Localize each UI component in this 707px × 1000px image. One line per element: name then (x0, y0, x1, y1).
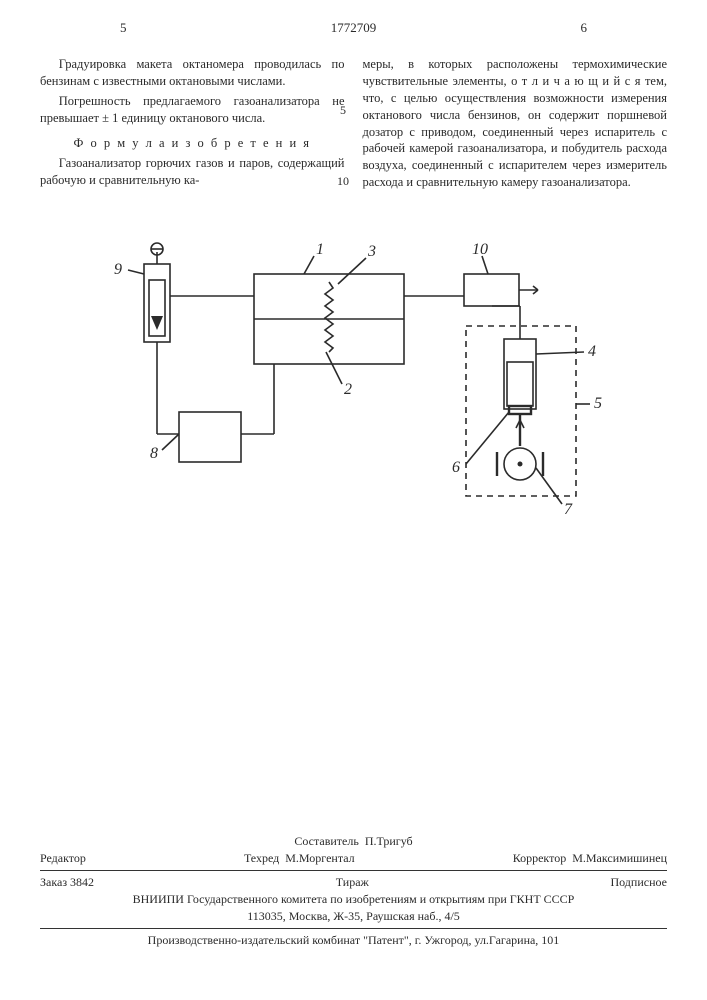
label-9: 9 (114, 261, 122, 278)
tirazh-label: Тираж (336, 875, 369, 890)
piston-plate (509, 406, 531, 414)
composer-label: Составитель (294, 834, 358, 848)
piston-inner (507, 362, 533, 406)
sensor-zigzag (325, 282, 333, 352)
page-number-left: 5 (120, 20, 127, 36)
divider (40, 928, 667, 929)
leader (326, 352, 342, 384)
leader (162, 434, 179, 450)
vniipi-line: ВНИИПИ Государственного комитета по изоб… (40, 892, 667, 907)
label-8: 8 (150, 445, 158, 462)
paragraph: меры, в которых расположены термохимичес… (363, 56, 668, 191)
cam-axis (517, 462, 522, 467)
divider (40, 870, 667, 871)
flowmeter-float (151, 316, 163, 330)
label-6: 6 (452, 459, 460, 476)
label-10: 10 (472, 241, 488, 258)
page-number-right: 6 (581, 20, 588, 36)
leader (338, 258, 366, 284)
patent-number: 1772709 (331, 20, 377, 36)
leader (536, 468, 562, 504)
patent-page: 5 1772709 6 5 10 Градуировка макета окта… (0, 0, 707, 1000)
dashed-enclosure (466, 326, 576, 496)
label-4: 4 (588, 343, 596, 360)
tech-name: М.Моргентал (285, 851, 354, 865)
page-header: 5 1772709 6 (40, 20, 667, 50)
schematic-diagram: 1 3 2 10 9 8 4 5 6 7 (104, 234, 604, 534)
paragraph: Газоанализатор горючих газов и паров, со… (40, 155, 345, 189)
formula-heading: Ф о р м у л а и з о б р е т е н и я (40, 135, 345, 152)
order-number: Заказ 3842 (40, 875, 94, 890)
flowmeter-body (144, 264, 170, 342)
left-column: Градуировка макета октаномера проводилас… (40, 56, 345, 194)
block-8 (179, 412, 241, 462)
label-5: 5 (594, 395, 602, 412)
label-2: 2 (344, 381, 352, 398)
corrector-label: Корректор (513, 851, 567, 865)
printer-line: Производственно-издательский комбинат "П… (40, 933, 667, 948)
piston-cylinder (504, 339, 536, 409)
label-1: 1 (316, 241, 324, 258)
right-column: меры, в которых расположены термохимичес… (363, 56, 668, 194)
paragraph: Градуировка макета октаномера проводилас… (40, 56, 345, 90)
block-10 (464, 274, 519, 306)
body-text: Градуировка макета октаномера проводилас… (40, 56, 667, 194)
composer-name: П.Тригуб (365, 834, 413, 848)
editor-label: Редактор (40, 851, 86, 866)
address-line: 113035, Москва, Ж-35, Раушская наб., 4/5 (40, 909, 667, 924)
leader (482, 256, 488, 274)
leader (304, 256, 314, 274)
label-7: 7 (564, 501, 573, 518)
imprint-footer: Составитель П.Тригуб Редактор Техред М.М… (40, 832, 667, 950)
podpisnoe-label: Подписное (610, 875, 667, 890)
leader (128, 270, 144, 274)
leader (466, 412, 509, 464)
paragraph: Погрешность предлагаемого газоанализатор… (40, 93, 345, 127)
corrector-name: М.Максимишинец (572, 851, 667, 865)
label-3: 3 (367, 243, 376, 260)
line-number-5: 5 (340, 103, 346, 118)
tech-label: Техред (244, 851, 279, 865)
line-number-10: 10 (337, 174, 349, 189)
